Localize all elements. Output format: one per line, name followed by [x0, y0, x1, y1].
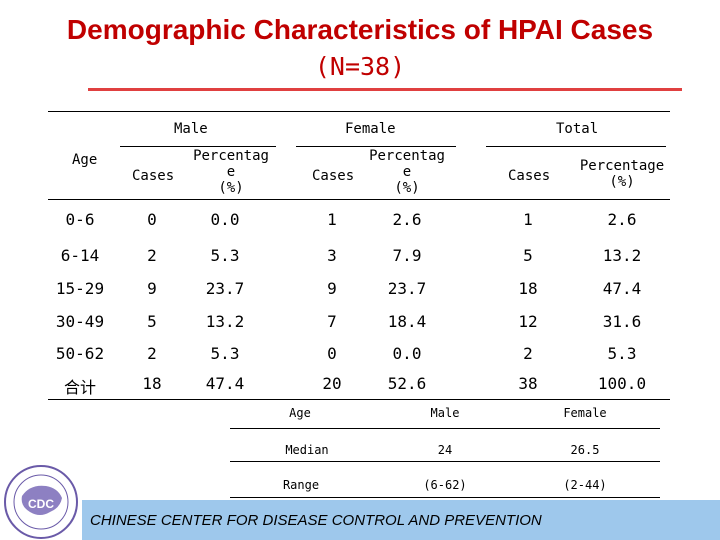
- summary-bottom-rule: [230, 497, 660, 498]
- table-cell-male-cases: 5: [147, 312, 157, 331]
- table-cell-age-total: 合计: [63, 378, 96, 397]
- summary-cell-male: (6-62): [423, 478, 467, 492]
- map-shape-icon: [21, 485, 62, 515]
- total-percentage-header: Percentage (%): [574, 158, 670, 190]
- table-cell-male-pct: 0.0: [210, 210, 240, 229]
- summary-cell-female: 26.5: [570, 443, 600, 457]
- female-group-header: Female: [345, 121, 396, 137]
- table-cell-female-pct: 18.4: [387, 312, 427, 331]
- table-cell-male-pct: 5.3: [210, 246, 240, 265]
- table-cell-male-cases: 0: [147, 210, 157, 229]
- page-title: Demographic Characteristics of HPAI Case…: [66, 14, 654, 45]
- female-cases-header: Cases: [312, 168, 355, 184]
- table-cell-total-pct: 100.0: [597, 374, 647, 393]
- male-pct-line3: (%): [218, 180, 244, 196]
- total-group-rule: [486, 146, 666, 147]
- table-cell-male-cases: 2: [147, 344, 157, 363]
- table-cell-female-cases: 3: [327, 246, 337, 265]
- cdc-logo: CDC: [4, 465, 78, 539]
- female-pct-line3: (%): [394, 180, 420, 196]
- table-cell-female-pct: 0.0: [392, 344, 422, 363]
- header-bottom-rule: [48, 199, 670, 200]
- table-cell-total-cases: 1: [523, 210, 533, 229]
- summary-header-male: Male: [430, 406, 460, 420]
- female-percentage-header: Percentag e (%): [362, 148, 452, 196]
- table-top-rule: [48, 111, 670, 112]
- total-pct-line1: Percentage: [579, 158, 665, 174]
- table-cell-age: 0-6: [65, 210, 95, 229]
- table-cell-female-pct: 52.6: [387, 374, 427, 393]
- table-cell-male-cases: 18: [142, 374, 162, 393]
- table-cell-total-pct: 2.6: [607, 210, 637, 229]
- table-cell-total-cases: 18: [518, 279, 538, 298]
- summary-row-label: Median: [285, 443, 329, 457]
- table-cell-male-pct: 23.7: [205, 279, 245, 298]
- table-cell-female-cases: 1: [327, 210, 337, 229]
- table-cell-female-pct: 2.6: [392, 210, 422, 229]
- table-cell-age: 6-14: [60, 246, 100, 265]
- table-cell-total-cases: 5: [523, 246, 533, 265]
- male-group-rule: [120, 146, 276, 147]
- table-bottom-rule: [48, 399, 670, 400]
- total-group-header: Total: [556, 121, 599, 137]
- table-cell-total-cases: 2: [523, 344, 533, 363]
- summary-header-rule: [230, 428, 660, 429]
- male-pct-line2: e: [226, 164, 236, 180]
- male-cases-header: Cases: [132, 168, 175, 184]
- summary-header-age: Age: [289, 406, 311, 420]
- table-cell-female-cases: 9: [327, 279, 337, 298]
- female-pct-line1: Percentag: [369, 148, 445, 164]
- male-percentage-header: Percentag e (%): [186, 148, 276, 196]
- table-cell-total-cases: 38: [518, 374, 538, 393]
- table-cell-female-cases: 20: [322, 374, 342, 393]
- summary-row-label: Range: [282, 478, 320, 492]
- table-cell-male-pct: 5.3: [210, 344, 240, 363]
- table-cell-age: 15-29: [55, 279, 105, 298]
- male-pct-line1: Percentag: [193, 148, 269, 164]
- total-pct-line2: (%): [609, 174, 635, 190]
- summary-header-female: Female: [563, 406, 607, 420]
- table-cell-male-pct: 13.2: [205, 312, 245, 331]
- page-subtitle: (N=38): [314, 52, 406, 81]
- table-cell-total-pct: 47.4: [602, 279, 642, 298]
- table-cell-total-pct: 5.3: [607, 344, 637, 363]
- female-group-rule: [296, 146, 456, 147]
- table-cell-female-pct: 23.7: [387, 279, 427, 298]
- summary-row-rule: [230, 461, 660, 462]
- summary-cell-male: 24: [437, 443, 453, 457]
- logo-text: CDC: [28, 497, 54, 511]
- table-cell-female-cases: 7: [327, 312, 337, 331]
- summary-cell-female: (2-44): [563, 478, 607, 492]
- footer-text: CHINESE CENTER FOR DISEASE CONTROL AND P…: [90, 512, 542, 529]
- table-cell-female-pct: 7.9: [392, 246, 422, 265]
- female-pct-line2: e: [402, 164, 412, 180]
- table-cell-total-pct: 13.2: [602, 246, 642, 265]
- age-column-header: Age: [72, 152, 98, 168]
- table-cell-male-cases: 9: [147, 279, 157, 298]
- table-cell-male-pct: 47.4: [205, 374, 245, 393]
- title-rule: [88, 88, 682, 91]
- table-cell-age: 30-49: [55, 312, 105, 331]
- table-cell-male-cases: 2: [147, 246, 157, 265]
- male-group-header: Male: [174, 121, 208, 137]
- table-cell-total-cases: 12: [518, 312, 538, 331]
- footer-bar: [82, 500, 720, 540]
- table-cell-age: 50-62: [55, 344, 105, 363]
- table-cell-female-cases: 0: [327, 344, 337, 363]
- total-cases-header: Cases: [508, 168, 551, 184]
- table-cell-total-pct: 31.6: [602, 312, 642, 331]
